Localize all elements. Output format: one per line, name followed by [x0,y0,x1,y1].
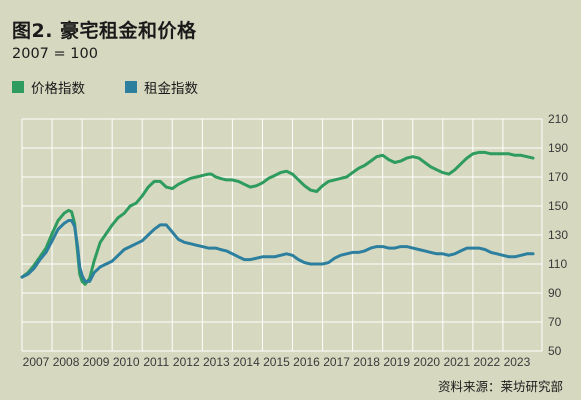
y-tick-label: 90 [548,286,562,300]
series-lines [20,150,535,286]
x-tick-label: 2010 [113,355,140,369]
x-tick-label: 2023 [504,355,531,369]
x-tick-label: 2016 [293,355,320,369]
x-tick-label: 2022 [474,355,501,369]
x-tick-label: 2015 [263,355,290,369]
x-tick-label: 2019 [383,355,410,369]
y-axis-labels: 50 70 90 110 130 150 170 190 210 [548,112,568,358]
price-index-line [20,150,535,286]
x-tick-label: 2021 [443,355,470,369]
legend: 价格指数 租金指数 [12,77,198,97]
source-note: 资料来源：莱坊研究部 [437,379,563,394]
x-tick-label: 2007 [23,355,50,369]
x-tick-label: 2012 [173,355,200,369]
y-tick-label: 150 [548,199,568,213]
legend-item-rent: 租金指数 [125,77,198,97]
legend-swatch-price [12,81,24,93]
chart-grid [21,118,543,352]
y-tick-label: 190 [548,141,568,155]
y-tick-label: 210 [548,112,568,126]
y-tick-label: 70 [548,315,562,329]
x-tick-label: 2020 [413,355,440,369]
x-tick-label: 2018 [353,355,380,369]
x-tick-label: 2013 [203,355,230,369]
legend-swatch-rent [125,81,137,93]
legend-label-rent: 租金指数 [144,81,198,97]
x-axis-labels: 2007 2008 2009 2010 2011 2012 2013 2014 2015 2016… [23,355,531,369]
chart-subtitle: 2007 = 100 [12,46,98,62]
x-tick-label: 2009 [83,355,110,369]
legend-label-price: 价格指数 [31,81,85,97]
x-tick-label: 2011 [143,355,169,369]
rent-index-line [20,219,535,283]
x-tick-label: 2017 [323,355,350,369]
chart-title: 图2. 豪宅租金和价格 [12,20,197,42]
x-tick-label: 2008 [53,355,80,369]
y-tick-label: 170 [548,170,568,184]
y-tick-label: 110 [548,257,567,271]
x-tick-label: 2014 [233,355,260,369]
y-tick-label: 50 [548,344,562,358]
y-tick-label: 130 [548,228,568,242]
legend-item-price: 价格指数 [12,77,85,97]
